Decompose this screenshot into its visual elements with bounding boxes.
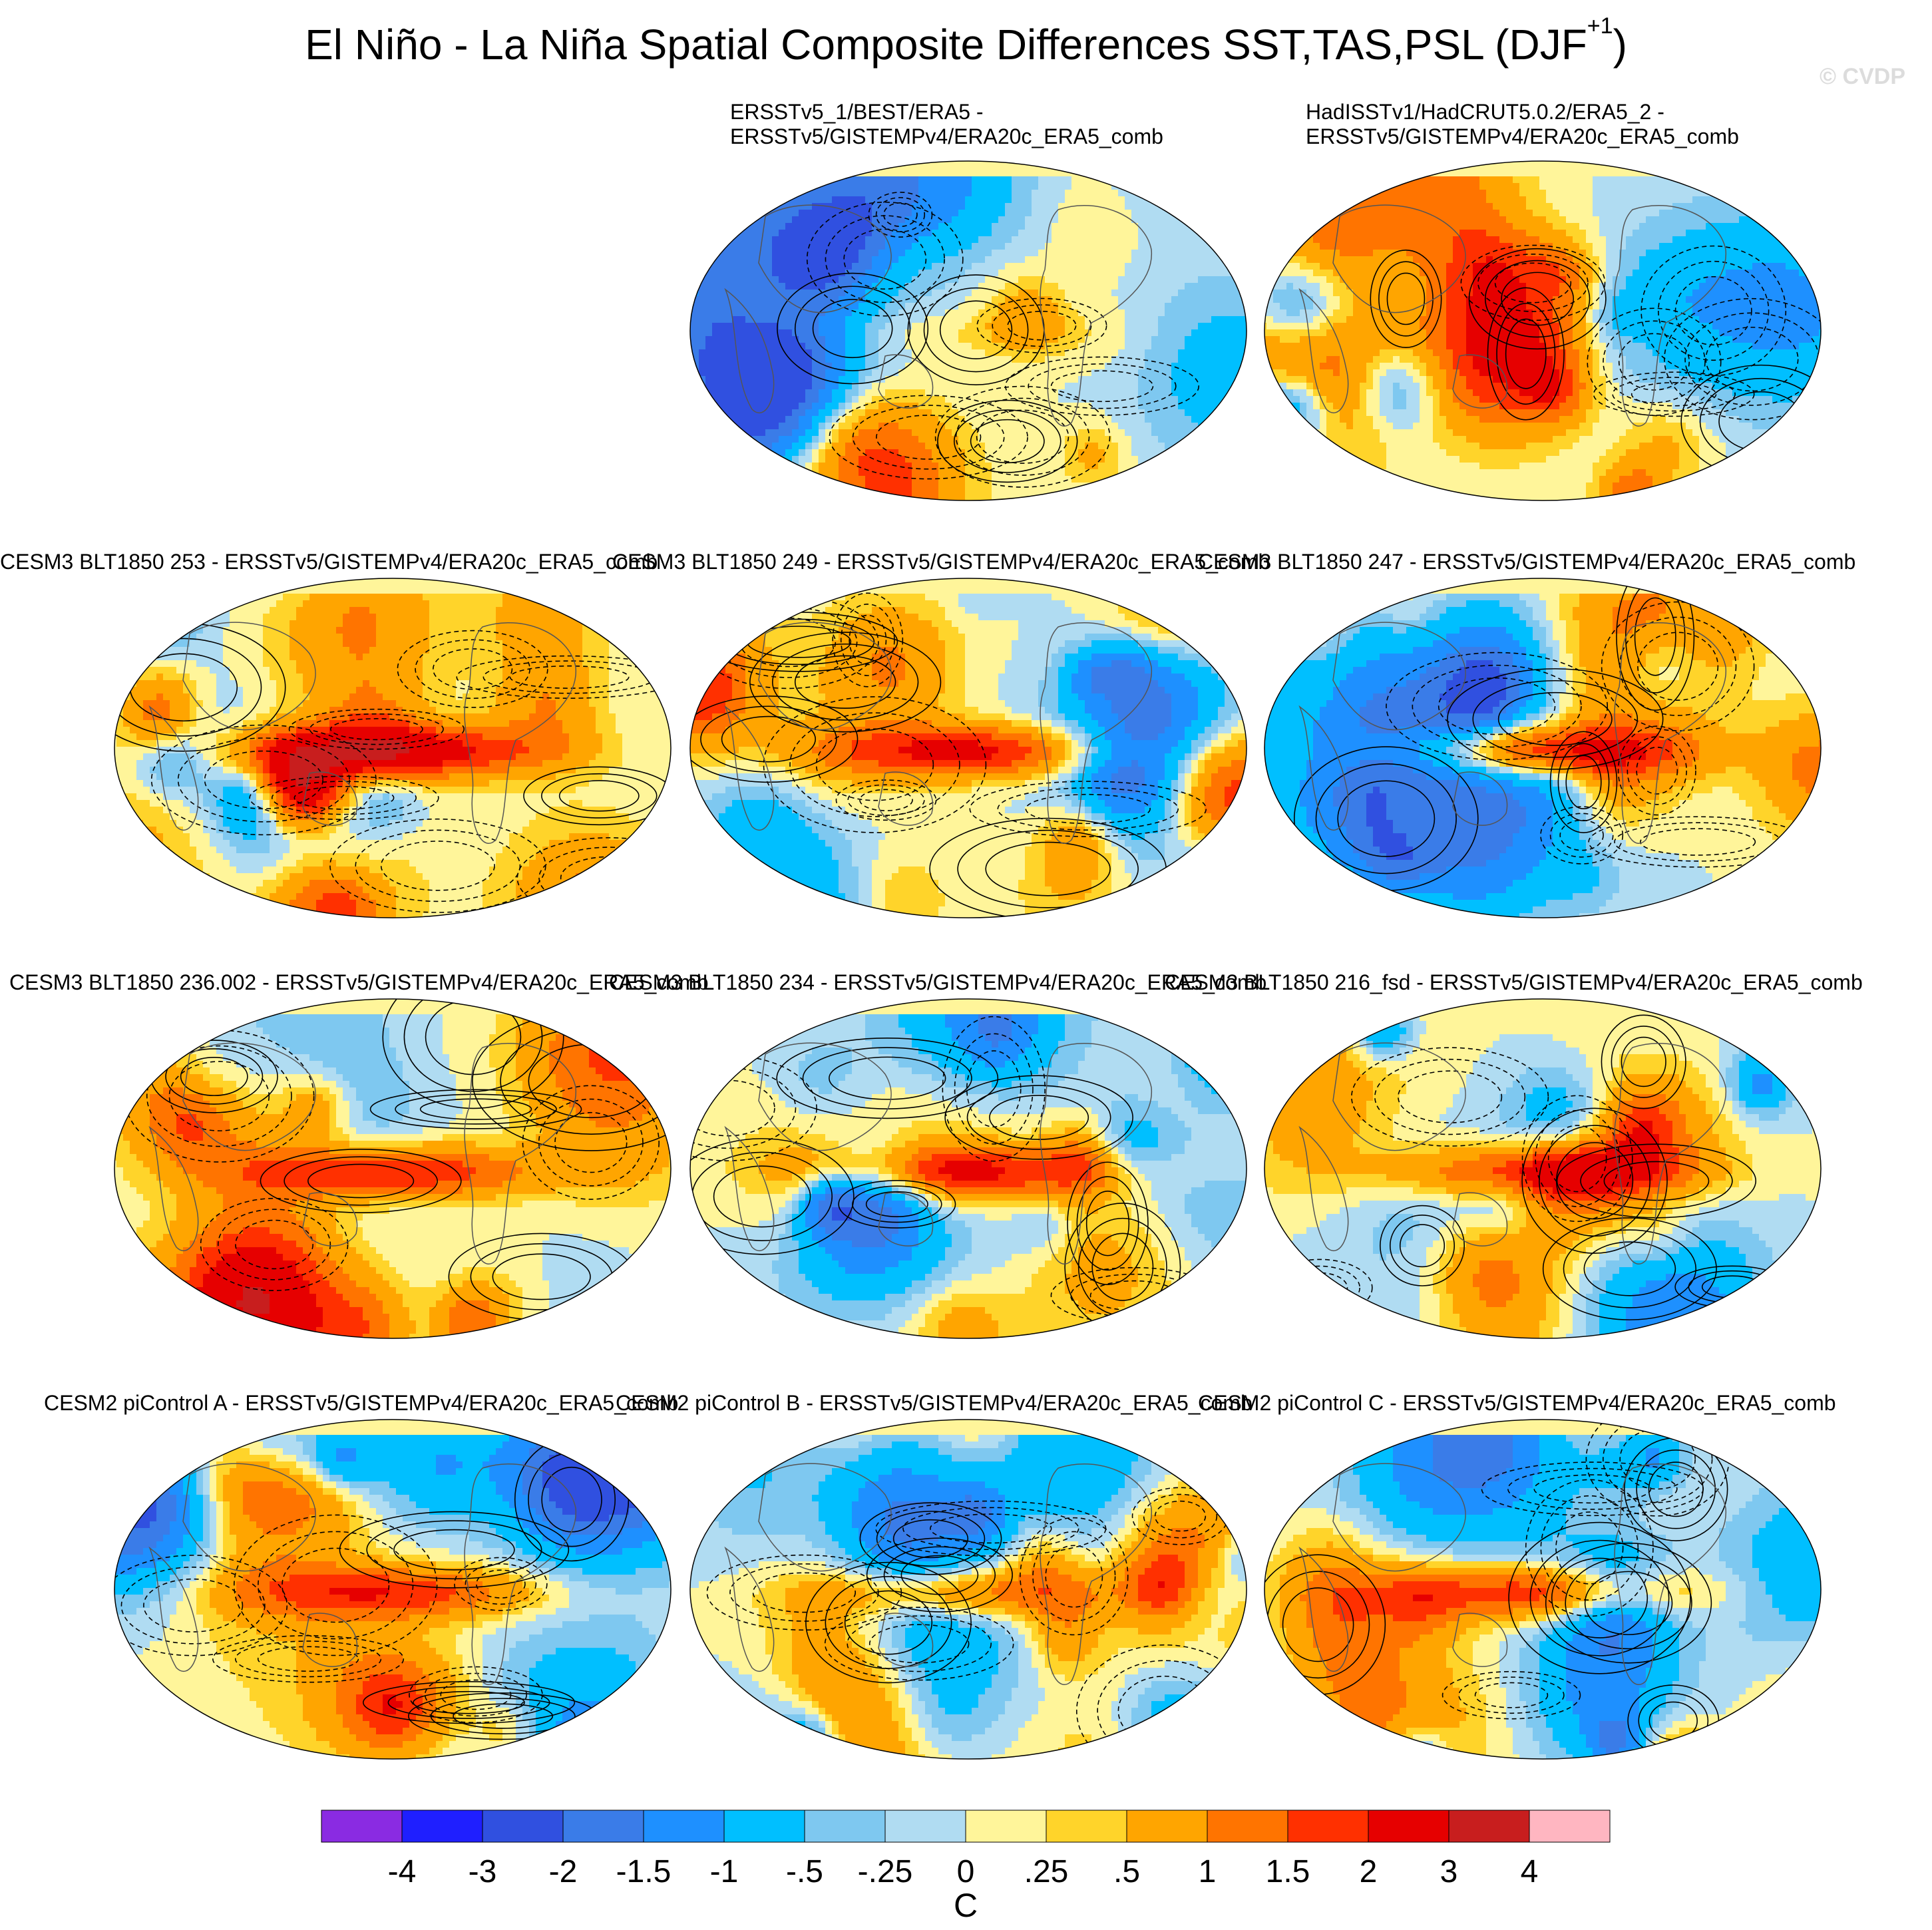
colorbar-tick-label: -4 bbox=[388, 1854, 417, 1889]
colorbar-swatch bbox=[1529, 1810, 1611, 1843]
colorbar-tick-label: .5 bbox=[1113, 1854, 1140, 1889]
panel-title-6: CESM3 BLT1850 236.002 - ERSSTv5/GISTEMPv… bbox=[9, 970, 709, 995]
map-panel-9 bbox=[114, 1419, 672, 1760]
colorbar-swatch bbox=[1368, 1810, 1449, 1843]
panel-title-1: ERSSTv5_1/BEST/ERA5 - ERSSTv5/GISTEMPv4/E… bbox=[730, 100, 1163, 149]
colorbar-tick-label: -.25 bbox=[858, 1854, 913, 1889]
colorbar-unit-label: C bbox=[954, 1887, 978, 1924]
panel-title-9: CESM2 piControl A - ERSSTv5/GISTEMPv4/ER… bbox=[44, 1391, 678, 1416]
colorbar-tick-label: 3 bbox=[1440, 1854, 1458, 1889]
map-panel-11 bbox=[1264, 1419, 1822, 1760]
colorbar-swatch bbox=[1126, 1810, 1208, 1843]
panel-title-11: CESM2 piControl C - ERSSTv5/GISTEMPv4/ER… bbox=[1198, 1391, 1836, 1416]
colorbar-swatch bbox=[482, 1810, 564, 1843]
panel-title-8: CESM3 BLT1850 216_fsd - ERSSTv5/GISTEMPv… bbox=[1165, 970, 1863, 995]
map-panel-5 bbox=[1264, 578, 1822, 918]
colorbar-swatch bbox=[1046, 1810, 1127, 1843]
colorbar-swatch bbox=[562, 1810, 644, 1843]
colorbar-swatch bbox=[321, 1810, 403, 1843]
colorbar-tick-label: 1.5 bbox=[1266, 1854, 1310, 1889]
colorbar-tick-label: -2 bbox=[549, 1854, 578, 1889]
colorbar-swatch bbox=[1448, 1810, 1530, 1843]
map-panel-4 bbox=[689, 578, 1247, 918]
colorbar-tick-label: 0 bbox=[957, 1854, 975, 1889]
colorbar-swatch bbox=[804, 1810, 886, 1843]
colorbar-swatch bbox=[884, 1810, 966, 1843]
colorbar-swatch bbox=[1207, 1810, 1288, 1843]
colorbar-tick-label: 1 bbox=[1199, 1854, 1217, 1889]
panel-title-4: CESM3 BLT1850 249 - ERSSTv5/GISTEMPv4/ER… bbox=[612, 550, 1270, 574]
map-panel-2 bbox=[1264, 160, 1822, 501]
colorbar-swatch bbox=[1287, 1810, 1369, 1843]
panel-title-3: CESM3 BLT1850 253 - ERSSTv5/GISTEMPv4/ER… bbox=[0, 550, 658, 574]
map-panel-1 bbox=[689, 160, 1247, 501]
colorbar-swatch bbox=[723, 1810, 805, 1843]
watermark: © CVDP bbox=[1820, 64, 1905, 90]
page-title: El Niño - La Niña Spatial Composite Diff… bbox=[0, 13, 1932, 69]
map-panel-8 bbox=[1264, 998, 1822, 1339]
panel-title-2: HadISSTv1/HadCRUT5.0.2/ERA5_2 - ERSSTv5/G… bbox=[1306, 100, 1739, 149]
map-panel-7 bbox=[689, 998, 1247, 1339]
colorbar-tick-label: .25 bbox=[1024, 1854, 1069, 1889]
map-panel-6 bbox=[114, 998, 672, 1339]
colorbar-swatch bbox=[401, 1810, 483, 1843]
panel-title-10: CESM2 piControl B - ERSSTv5/GISTEMPv4/ER… bbox=[616, 1391, 1253, 1416]
colorbar-tick-label: -3 bbox=[469, 1854, 497, 1889]
colorbar-tick-label: 2 bbox=[1360, 1854, 1378, 1889]
colorbar-tick-label: -1 bbox=[710, 1854, 739, 1889]
panel-title-7: CESM3 BLT1850 234 - ERSSTv5/GISTEMPv4/ER… bbox=[609, 970, 1266, 995]
panel-title-5: CESM3 BLT1850 247 - ERSSTv5/GISTEMPv4/ER… bbox=[1198, 550, 1855, 574]
colorbar-tick-label: -.5 bbox=[786, 1854, 823, 1889]
colorbar-swatch bbox=[965, 1810, 1047, 1843]
colorbar-swatch bbox=[643, 1810, 725, 1843]
map-panel-3 bbox=[114, 578, 672, 918]
colorbar-tick-label: 4 bbox=[1521, 1854, 1539, 1889]
colorbar-tick-label: -1.5 bbox=[616, 1854, 672, 1889]
map-panel-10 bbox=[689, 1419, 1247, 1760]
